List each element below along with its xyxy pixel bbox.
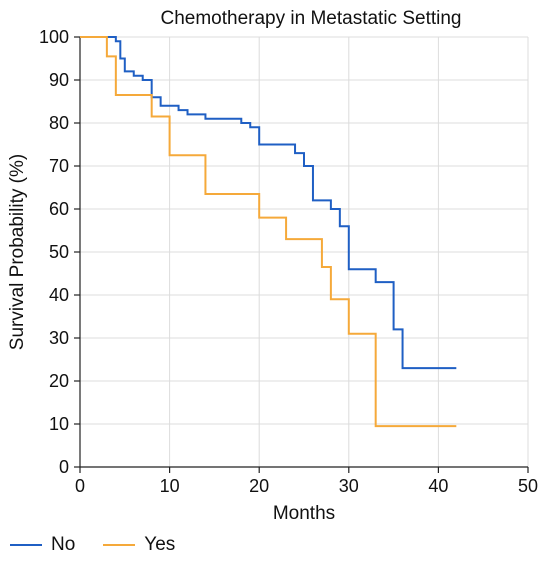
y-tick-label: 60 (49, 199, 69, 219)
y-tick-label: 50 (49, 242, 69, 262)
legend-swatch (103, 544, 136, 546)
x-tick-label: 40 (428, 476, 448, 496)
x-tick-label: 30 (339, 476, 359, 496)
x-tick-label: 10 (160, 476, 180, 496)
y-axis-label: Survival Probability (%) (7, 154, 28, 350)
legend: No Yes (10, 534, 203, 556)
y-tick-label: 30 (49, 328, 69, 348)
series-line-no (80, 36, 457, 370)
x-tick-label: 0 (75, 476, 85, 496)
legend-swatch (10, 544, 42, 546)
legend-label: No (51, 534, 76, 555)
y-tick-label: 100 (39, 27, 69, 47)
y-tick-label: 10 (49, 414, 69, 434)
y-tick-label: 70 (49, 156, 69, 176)
axes: 0 10 20 30 40 50 0 10 20 30 40 50 60 70 80 90 100 (39, 27, 538, 496)
x-tick-label: 50 (518, 476, 538, 496)
series-lines (80, 36, 457, 428)
series-line-yes (80, 36, 457, 428)
y-tick-label: 40 (49, 285, 69, 305)
y-tick-label: 0 (59, 457, 69, 477)
x-axis-label: Months (273, 503, 335, 524)
legend-item-yes: Yes (103, 534, 175, 556)
chart-title: Chemotherapy in Metastatic Setting (161, 8, 462, 29)
y-tick-label: 90 (49, 70, 69, 90)
x-tick-label: 20 (249, 476, 269, 496)
y-tick-label: 20 (49, 371, 69, 391)
survival-chart: Chemotherapy in Metastatic Setting 0 10 20… (7, 8, 538, 524)
legend-item-no: No (10, 534, 75, 556)
legend-label: Yes (144, 534, 176, 555)
grid (79, 36, 529, 468)
y-tick-label: 80 (49, 113, 69, 133)
